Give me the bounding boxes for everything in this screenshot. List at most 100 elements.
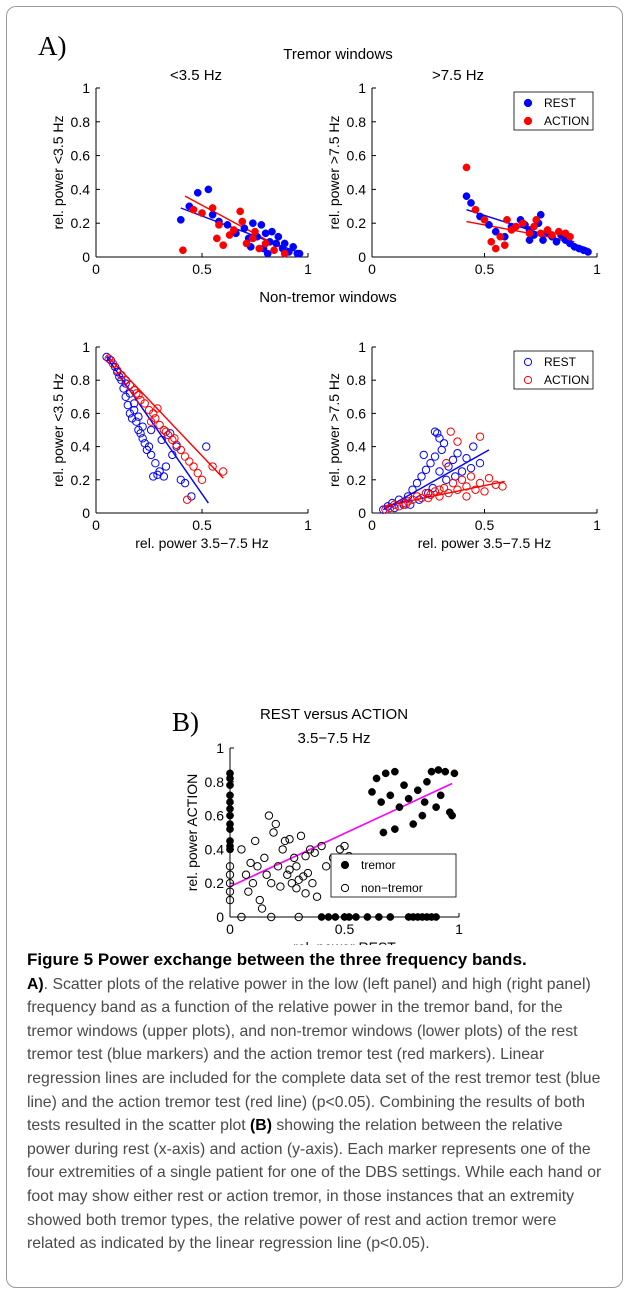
data-point: [225, 870, 235, 879]
data-point: [427, 767, 436, 776]
data-point: [225, 231, 234, 239]
data-point: [450, 769, 459, 778]
y-tick-label: 1: [82, 80, 90, 96]
x-tick-label: 0.5: [335, 921, 355, 937]
caption-text-1: . Scatter plots of the relative power in…: [27, 975, 601, 1135]
data-point: [223, 221, 232, 229]
y-tick-label: 0.8: [347, 372, 367, 388]
data-point: [518, 219, 527, 228]
data-point: [444, 488, 453, 498]
data-point: [263, 249, 272, 258]
data-point: [260, 853, 269, 863]
regression-line: [106, 354, 224, 479]
data-point: [149, 409, 158, 418]
x-tick-label: 1: [593, 261, 601, 277]
data-point: [138, 422, 147, 431]
data-point: [386, 913, 395, 921]
data-point: [257, 904, 267, 913]
data-point: [363, 913, 372, 921]
data-point: [189, 205, 198, 214]
legend-marker: [340, 883, 350, 893]
data-point: [246, 858, 255, 868]
regression-line: [382, 449, 490, 511]
x-tick-label: 1: [304, 517, 312, 533]
panel-b-letter: B): [172, 707, 199, 737]
data-point: [466, 463, 476, 473]
x-tick-label: 0: [92, 261, 100, 277]
data-point: [471, 205, 480, 214]
data-point: [226, 781, 234, 790]
data-point: [448, 478, 458, 488]
data-point: [301, 851, 310, 861]
data-point: [435, 467, 444, 476]
y-axis-label: rel. power <3.5 Hz: [50, 116, 66, 230]
data-point: [352, 913, 360, 921]
data-point: [197, 475, 207, 484]
data-point: [113, 366, 122, 375]
plot-tremor-high-band: 0 0.5 1 0 0.2 0.4 0.6 0.8 1 rel. power >7.5 Hz RES…: [326, 80, 601, 277]
x-tick-label: 0: [368, 261, 376, 277]
data-point: [512, 222, 520, 231]
data-point: [462, 163, 471, 172]
data-point: [264, 811, 274, 820]
y-axis-label: rel. power >7.5 Hz: [326, 116, 342, 230]
data-point: [487, 237, 496, 246]
data-point: [123, 400, 133, 410]
legend-label: REST: [544, 96, 577, 110]
data-point: [294, 912, 303, 922]
data-point: [182, 495, 192, 504]
data-point: [237, 845, 246, 854]
data-point: [386, 791, 395, 800]
data-point: [146, 425, 156, 435]
data-point: [448, 811, 456, 820]
data-point: [285, 835, 294, 844]
data-point: [399, 498, 408, 508]
y-tick-label: 0.6: [347, 405, 367, 421]
data-point: [250, 836, 260, 846]
data-point: [381, 769, 390, 778]
data-point: [321, 862, 331, 871]
plot-rest-versus-action: 0 0.5 1 0 0.2 0.4 0.6 0.8 1 rel. power REST rel. p…: [184, 740, 463, 945]
data-point: [462, 492, 471, 501]
data-point: [193, 468, 202, 478]
data-point: [280, 836, 290, 846]
legend-marker: [523, 98, 533, 108]
panel-a-letter: A): [38, 31, 67, 61]
data-point: [289, 243, 298, 251]
data-point: [226, 845, 234, 854]
data-point: [503, 215, 511, 224]
data-point: [457, 467, 467, 476]
data-point: [249, 219, 257, 228]
data-point: [480, 215, 489, 224]
panel-b-title: REST versus ACTION: [260, 706, 408, 723]
data-point: [267, 879, 276, 888]
data-point: [134, 412, 143, 421]
data-point: [180, 478, 190, 488]
data-point: [453, 485, 462, 494]
x-tick-label: 1: [455, 921, 463, 937]
legend-marker: [523, 116, 533, 126]
data-point: [261, 229, 270, 238]
tremor-windows-header: Tremor windows: [283, 46, 392, 63]
data-point: [390, 500, 399, 509]
data-point: [480, 487, 489, 496]
data-point: [539, 236, 547, 244]
plot-nontremor-high-band: 0 0.5 1 0 0.2 0.4 0.6 0.8 1 rel. power 3.5−7.5 Hz…: [326, 339, 601, 551]
data-point: [331, 913, 340, 921]
data-point: [208, 462, 217, 471]
data-point: [400, 781, 408, 790]
data-point: [441, 767, 450, 776]
data-point: [278, 845, 287, 854]
x-axis-label: rel. power REST: [293, 939, 396, 945]
data-point: [108, 359, 118, 368]
y-tick-label: 0.8: [71, 372, 91, 388]
data-point: [536, 229, 545, 238]
legend-marker: [340, 860, 350, 870]
data-point: [129, 399, 139, 408]
data-point: [391, 767, 399, 776]
data-point: [142, 445, 152, 455]
x-tick-label: 0: [226, 921, 234, 937]
x-tick-label: 0: [92, 517, 100, 533]
data-point: [271, 819, 280, 829]
data-point: [525, 236, 534, 244]
